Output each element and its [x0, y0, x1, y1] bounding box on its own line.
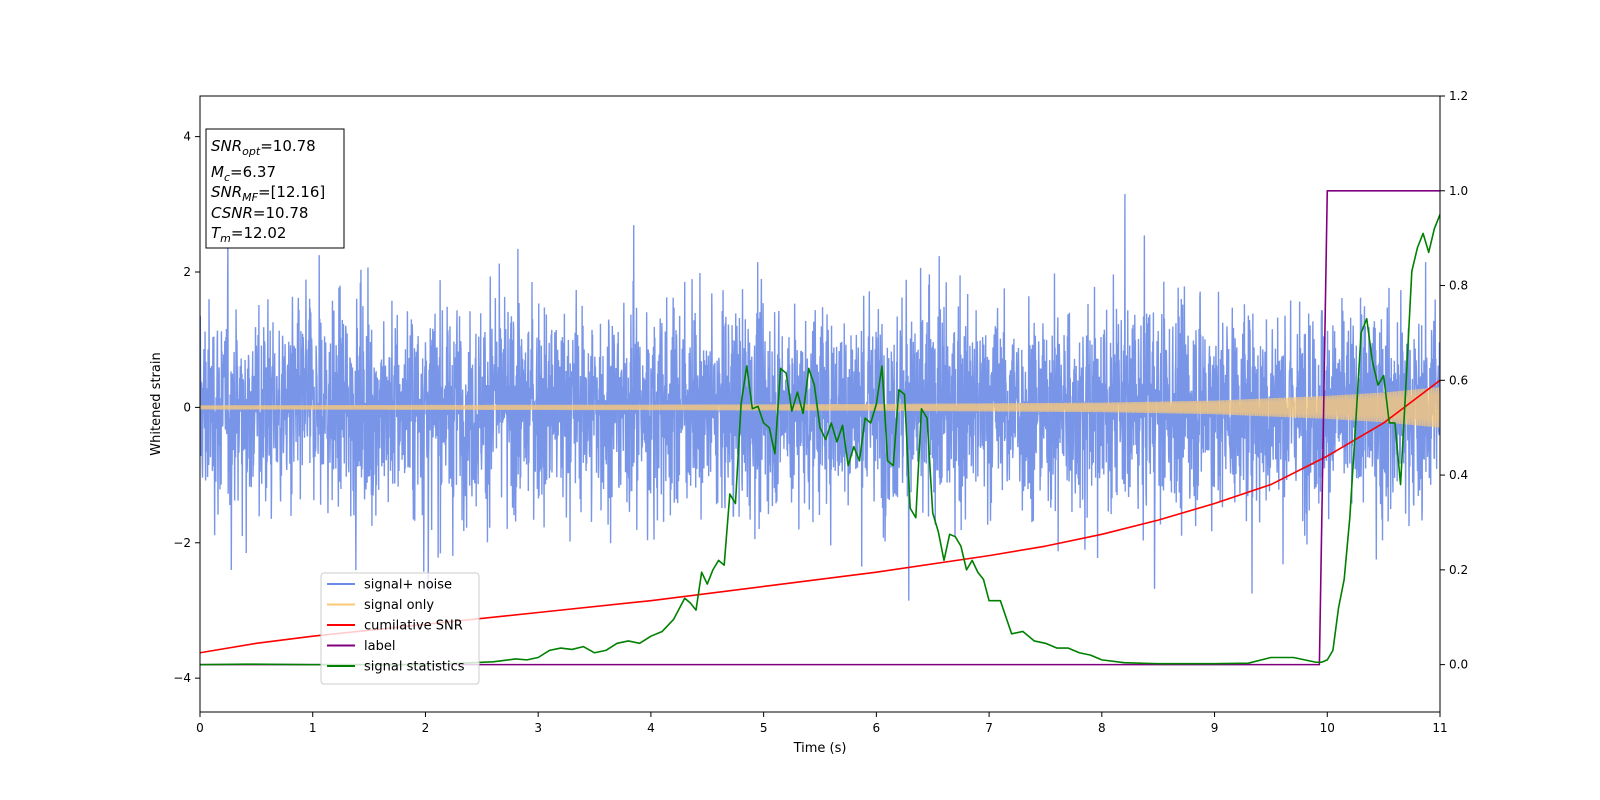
- y-right-tick-label: 0.8: [1449, 279, 1468, 293]
- y-left-tick-label: −4: [173, 671, 191, 685]
- y-left-tick-label: 2: [183, 265, 191, 279]
- y-right-tick-label: 0.6: [1449, 373, 1468, 387]
- y-right-tick-label: 0.0: [1449, 658, 1468, 672]
- x-tick-label: 11: [1432, 721, 1447, 735]
- x-tick-label: 2: [422, 721, 430, 735]
- series-signal-statistics: [200, 214, 1440, 666]
- x-tick-label: 6: [873, 721, 881, 735]
- info-mc: Mc=6.37: [211, 163, 276, 184]
- x-tick-label: 9: [1211, 721, 1219, 735]
- info-snr-mf: SNRMF=[12.16]: [211, 183, 325, 204]
- x-axis-label: Time (s): [793, 741, 847, 756]
- y-left-tick-label: 0: [183, 400, 191, 414]
- info-csnr: CSNR=10.78: [211, 204, 308, 222]
- y-right-tick-label: 0.4: [1449, 468, 1468, 482]
- legend-label: signal statistics: [364, 660, 465, 675]
- x-tick-label: 10: [1320, 721, 1335, 735]
- series-label: [200, 189, 1440, 666]
- legend-frame: [320, 572, 480, 685]
- legend: signal+ noise signal only cumilative SNR la…: [320, 572, 480, 685]
- x-tick-label: 1: [309, 721, 317, 735]
- y-left-tick-label: −2: [173, 536, 191, 550]
- y-axis-left: −4 −2 0 2 4: [173, 130, 200, 685]
- legend-label: cumilative SNR: [364, 619, 463, 634]
- legend-label: signal+ noise: [364, 578, 452, 593]
- legend-label: signal only: [364, 598, 434, 613]
- series-signal-only: [200, 387, 1440, 428]
- x-tick-label: 4: [647, 721, 655, 735]
- info-snr-opt: SNRopt=10.78: [211, 137, 316, 158]
- legend-label: label: [364, 639, 395, 654]
- x-axis: 0 1 2 3 4 5 6 7 8 9 10 11: [196, 712, 1448, 735]
- x-tick-label: 7: [985, 721, 993, 735]
- x-tick-label: 3: [534, 721, 542, 735]
- y-axis-right: 0.0 0.2 0.4 0.6 0.8 1.0 1.2: [1440, 89, 1468, 672]
- info-box: SNRopt=10.78 Mc=6.37 SNRMF=[12.16] CSNR=…: [205, 128, 345, 249]
- y-right-tick-label: 1.2: [1449, 89, 1468, 103]
- legend-entries: signal+ noise signal only cumilative SNR la…: [327, 578, 465, 675]
- plot-frame: [199, 95, 1441, 713]
- y-right-tick-label: 1.0: [1449, 184, 1468, 198]
- info-tm: Tm=12.02: [211, 224, 286, 245]
- y-axis-label: Whitened strain: [149, 352, 164, 455]
- x-tick-label: 0: [196, 721, 204, 735]
- x-tick-label: 8: [1098, 721, 1106, 735]
- x-tick-label: 5: [760, 721, 768, 735]
- y-left-tick-label: 4: [183, 130, 191, 144]
- info-box-frame: [205, 128, 345, 249]
- y-right-tick-label: 0.2: [1449, 563, 1468, 577]
